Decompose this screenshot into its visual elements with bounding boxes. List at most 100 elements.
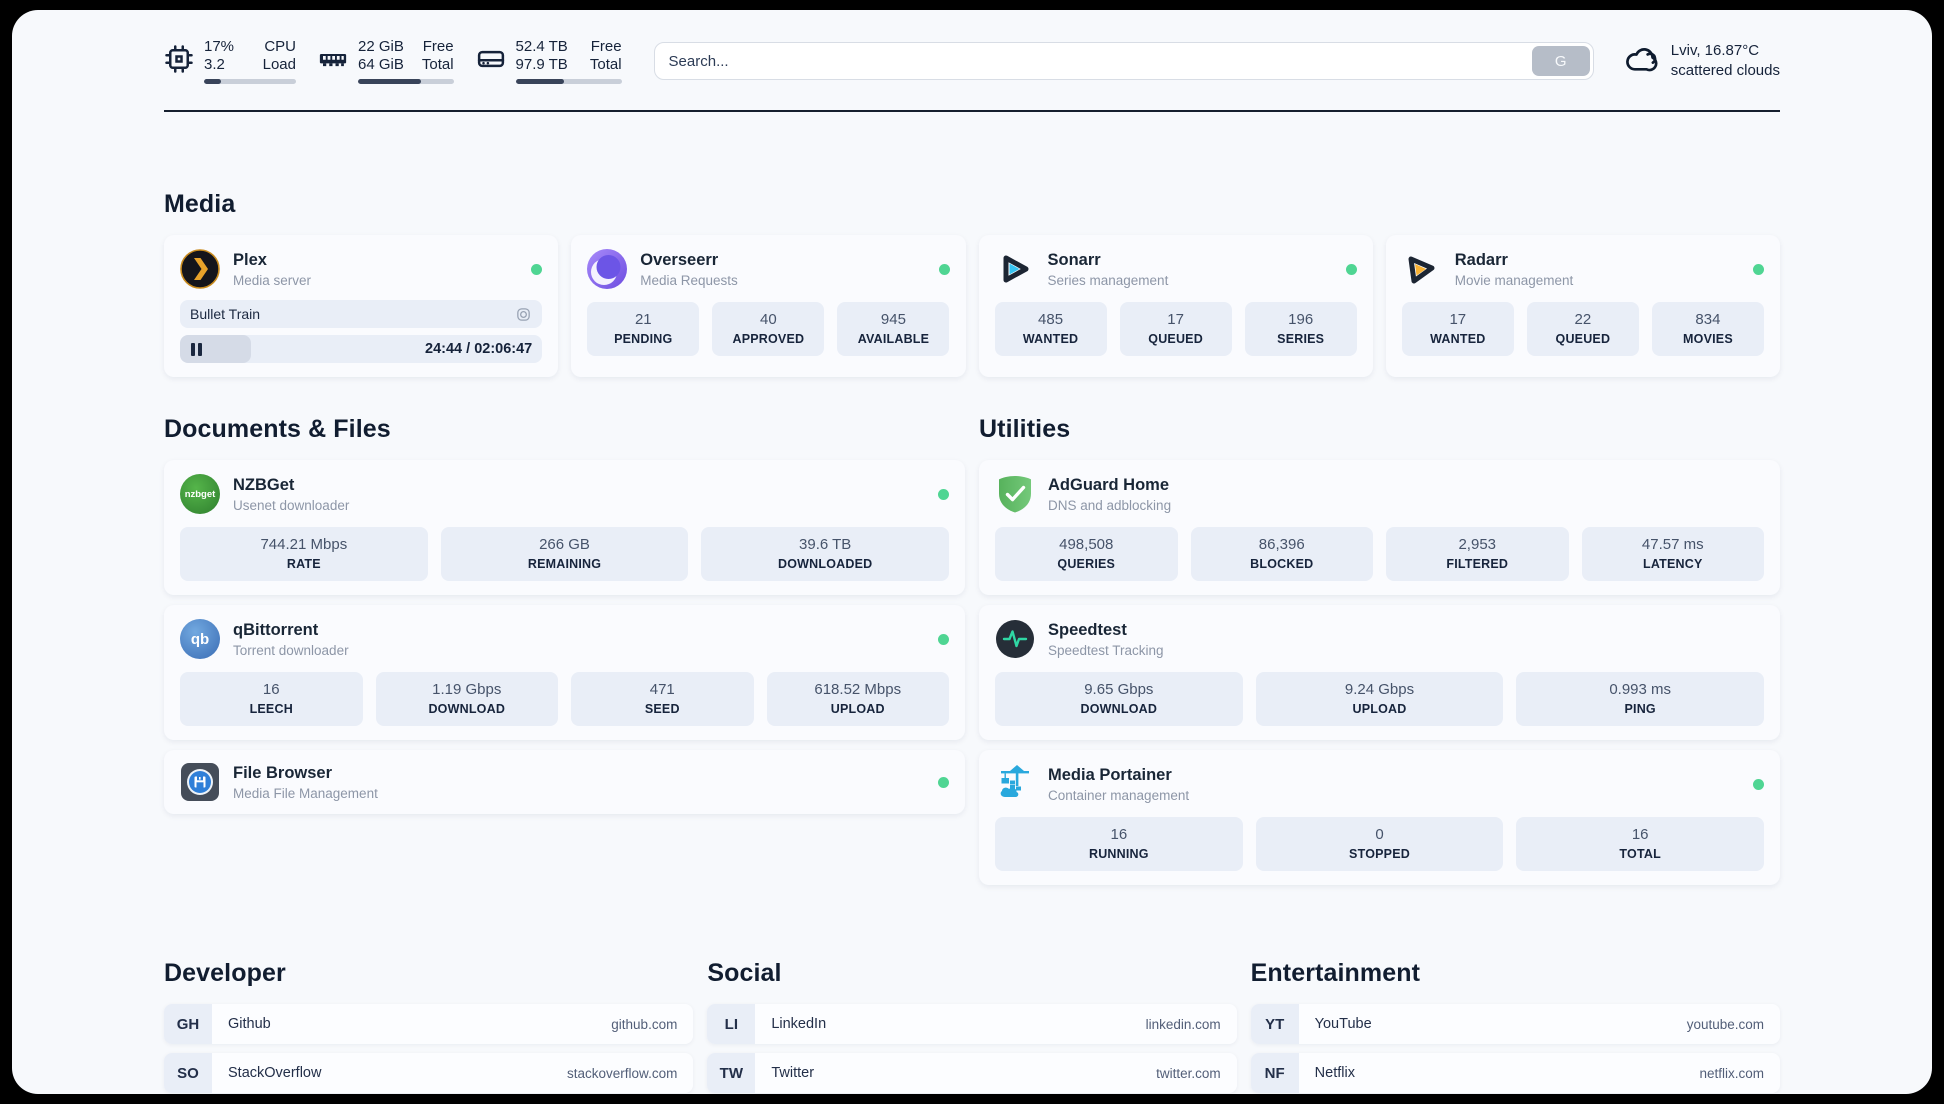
stat-box: 9.65 Gbps DOWNLOAD xyxy=(995,672,1243,726)
bookmark-url: twitter.com xyxy=(1156,1065,1221,1081)
app-name: qBittorrent xyxy=(233,620,319,639)
bookmark-name: StackOverflow xyxy=(228,1065,322,1081)
bookmark-youtube[interactable]: YT YouTube youtube.com xyxy=(1250,1004,1780,1044)
now-playing-title: Bullet Train xyxy=(190,306,261,322)
app-description: Media server xyxy=(233,272,312,288)
speedtest-icon xyxy=(995,619,1035,659)
bookmark-name: Twitter xyxy=(771,1065,815,1081)
disk-stat: 52.4 TB 97.9 TB Free Total xyxy=(476,38,622,84)
bookmark-stackoverflow[interactable]: SO StackOverflow stackoverflow.com xyxy=(164,1053,694,1093)
stat-box: 1.19 Gbps DOWNLOAD xyxy=(375,672,558,726)
status-dot xyxy=(938,488,949,500)
playback-progress-bar[interactable]: 24:44 / 02:06:47 xyxy=(180,335,543,363)
bookmark-name: YouTube xyxy=(1314,1016,1372,1032)
weather-widget[interactable]: Lviv, 16.87°C scattered clouds xyxy=(1622,40,1780,83)
header-bar: 17% 3.2 CPU Load xyxy=(164,38,1780,84)
app-card-plex[interactable]: Plex Media server Bullet Train xyxy=(164,235,559,377)
radarr-icon xyxy=(1402,249,1442,289)
stat-box: 17 WANTED xyxy=(1401,302,1514,356)
search-bar: G xyxy=(653,42,1594,80)
status-dot xyxy=(1753,778,1764,790)
bookmark-abbr: LI xyxy=(707,1004,756,1044)
app-description: Series management xyxy=(1047,272,1169,288)
app-name: Plex xyxy=(233,250,267,269)
bookmark-abbr: NF xyxy=(1250,1053,1299,1093)
pause-icon[interactable] xyxy=(191,342,202,356)
stat-box: 86,396 BLOCKED xyxy=(1190,527,1373,581)
cpu-progress-track xyxy=(204,79,296,84)
app-card-overseerr[interactable]: Overseerr Media Requests 21 PENDING 40 A… xyxy=(571,235,966,377)
app-card-nzbget[interactable]: nzbget NZBGet Usenet downloader 744.21 M… xyxy=(164,460,965,595)
app-card-speedtest[interactable]: Speedtest Speedtest Tracking 9.65 Gbps D… xyxy=(979,605,1780,740)
weather-condition: scattered clouds xyxy=(1670,62,1780,79)
stat-box: 945 AVAILABLE xyxy=(837,302,950,356)
overseerr-icon xyxy=(587,249,628,289)
disk-free-label: Free xyxy=(590,38,622,55)
app-description: Usenet downloader xyxy=(233,497,350,513)
stat-box: 0 STOPPED xyxy=(1255,817,1504,871)
ram-icon xyxy=(318,44,348,79)
filebrowser-icon xyxy=(180,762,220,802)
app-description: Torrent downloader xyxy=(233,642,349,658)
stat-box: 618.52 Mbps UPLOAD xyxy=(766,672,949,726)
app-name: Radarr xyxy=(1454,250,1508,269)
ram-total-label: Total xyxy=(421,56,454,73)
bookmark-github[interactable]: GH Github github.com xyxy=(164,1004,694,1044)
app-name: Sonarr xyxy=(1047,250,1101,269)
bookmark-name: LinkedIn xyxy=(771,1016,827,1032)
stat-box: 196 SERIES xyxy=(1244,302,1357,356)
plex-icon xyxy=(180,249,220,289)
cpu-load-label: Load xyxy=(262,56,296,73)
bookmark-url: github.com xyxy=(611,1016,678,1032)
app-card-portainer[interactable]: Media Portainer Container management 16 … xyxy=(979,750,1780,885)
disc-icon xyxy=(517,307,531,321)
app-description: Media Requests xyxy=(640,272,738,288)
playback-time: 24:44 / 02:06:47 xyxy=(425,341,533,357)
stat-box: 744.21 Mbps RATE xyxy=(180,527,428,581)
app-name: File Browser xyxy=(233,763,333,782)
app-description: Media File Management xyxy=(233,785,378,801)
stat-box: 0.993 ms PING xyxy=(1516,672,1765,726)
app-card-adguard[interactable]: AdGuard Home DNS and adblocking 498,508 … xyxy=(979,460,1780,595)
stat-box: 471 SEED xyxy=(571,672,754,726)
adguard-icon xyxy=(995,474,1035,514)
status-dot xyxy=(531,263,543,275)
bookmark-twitter[interactable]: TW Twitter twitter.com xyxy=(707,1053,1237,1093)
section-title-social: Social xyxy=(707,959,782,987)
bookmark-abbr: GH xyxy=(164,1004,212,1044)
app-description: Container management xyxy=(1048,787,1190,803)
bookmark-name: Netflix xyxy=(1314,1065,1355,1081)
ram-progress-fill xyxy=(358,79,422,84)
app-description: DNS and adblocking xyxy=(1048,497,1172,513)
bookmark-netflix[interactable]: NF Netflix netflix.com xyxy=(1250,1053,1780,1093)
cloud-icon xyxy=(1622,40,1660,83)
search-input[interactable] xyxy=(653,42,1594,80)
app-card-sonarr[interactable]: Sonarr Series management 485 WANTED 17 Q… xyxy=(978,235,1373,377)
stat-box: 498,508 QUERIES xyxy=(995,527,1178,581)
app-card-qbittorrent[interactable]: qb qBittorrent Torrent downloader 16 xyxy=(164,605,965,740)
disk-total-value: 97.9 TB xyxy=(515,56,568,73)
app-description: Movie management xyxy=(1454,272,1574,288)
app-card-filebrowser[interactable]: File Browser Media File Management xyxy=(164,750,965,814)
bookmark-linkedin[interactable]: LI LinkedIn linkedin.com xyxy=(707,1004,1237,1044)
stat-box: 17 QUEUED xyxy=(1119,302,1232,356)
search-engine-button[interactable]: G xyxy=(1531,46,1590,76)
now-playing-bar[interactable]: Bullet Train xyxy=(180,300,543,328)
qbittorrent-icon: qb xyxy=(180,619,220,659)
status-dot xyxy=(1753,263,1764,275)
stat-box: 47.57 ms LATENCY xyxy=(1581,527,1764,581)
section-title-entertainment: Entertainment xyxy=(1250,959,1421,987)
disk-progress-fill xyxy=(515,79,565,84)
disk-total-label: Total xyxy=(589,56,622,73)
app-name: AdGuard Home xyxy=(1048,475,1170,494)
section-title-media: Media xyxy=(164,190,236,218)
app-card-radarr[interactable]: Radarr Movie management 17 WANTED 22 QUE… xyxy=(1385,235,1780,377)
cpu-icon xyxy=(164,44,194,79)
ram-free-value: 22 GiB xyxy=(358,38,404,55)
app-name: Media Portainer xyxy=(1048,765,1172,784)
status-dot xyxy=(938,633,949,645)
stat-box: 40 APPROVED xyxy=(712,302,825,356)
bookmark-abbr: TW xyxy=(707,1053,756,1093)
header-divider xyxy=(164,110,1780,112)
stat-box: 16 RUNNING xyxy=(995,817,1243,871)
